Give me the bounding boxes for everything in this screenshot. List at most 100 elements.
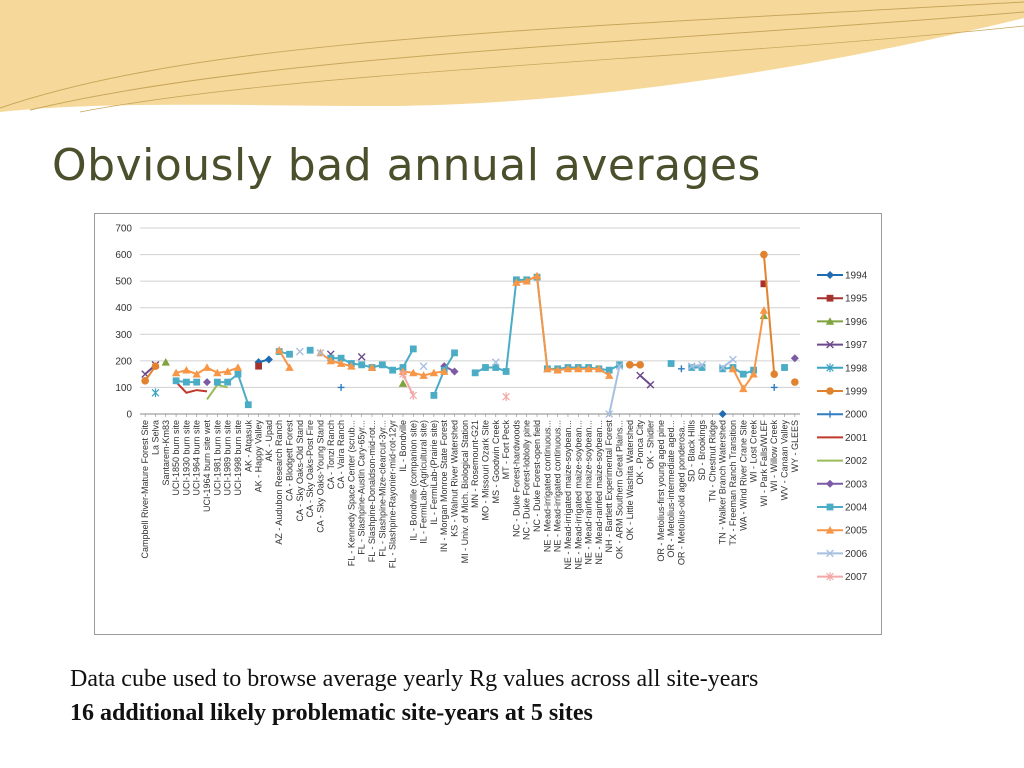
data-point bbox=[719, 365, 727, 373]
legend-item-1999: 1999 bbox=[817, 387, 868, 398]
data-point bbox=[687, 362, 696, 371]
y-tick-label: 100 bbox=[115, 383, 132, 394]
data-point bbox=[749, 369, 758, 378]
x-tick-label: NE - Mead-irrigated maize-soybean... bbox=[563, 420, 573, 570]
data-point bbox=[192, 369, 201, 378]
data-point bbox=[688, 364, 696, 371]
data-point bbox=[151, 362, 160, 370]
legend-item-2007: 2007 bbox=[817, 572, 868, 583]
caption-line-2: 16 additional likely problematic site-ye… bbox=[70, 700, 593, 726]
data-point bbox=[367, 363, 377, 371]
slide-title: Obviously bad annual averages bbox=[52, 140, 761, 191]
legend-label: 1998 bbox=[845, 363, 868, 374]
data-point bbox=[213, 368, 222, 377]
x-tick-label: FL - Slashpine-Rayonier-mid-rot-12yr bbox=[388, 420, 398, 568]
data-point bbox=[409, 368, 418, 377]
data-point bbox=[760, 280, 768, 288]
data-point bbox=[306, 346, 314, 354]
data-point bbox=[667, 360, 675, 367]
data-point bbox=[791, 378, 799, 386]
x-tick-label: IL - FermiLab-(Agricultural site) bbox=[419, 420, 429, 544]
x-tick-label: TN - Walker Branch Watershed bbox=[718, 420, 728, 544]
data-point bbox=[594, 364, 604, 373]
data-point bbox=[728, 364, 738, 373]
data-point bbox=[419, 362, 428, 371]
data-point bbox=[151, 388, 160, 398]
y-tick-label: 500 bbox=[115, 277, 132, 288]
x-tick-label: NE - Mead-rainfed maize-soybean... bbox=[584, 420, 594, 565]
x-tick-label: OR - Metolius-old aged ponderosa... bbox=[676, 420, 686, 565]
x-tick-label: UCI-1964 burn site wet bbox=[202, 420, 212, 513]
y-tick-label: 300 bbox=[115, 330, 132, 341]
caption-line-1: Data cube used to browse average yearly … bbox=[70, 666, 759, 692]
series-line bbox=[732, 310, 765, 391]
data-point bbox=[636, 361, 644, 369]
data-point bbox=[482, 364, 489, 371]
x-tick-label: WV - Canaan Valley bbox=[780, 420, 790, 501]
legend-label: 1999 bbox=[845, 387, 868, 398]
x-tick-label: OK - Ponca City bbox=[635, 420, 645, 485]
legend-label: 1997 bbox=[845, 340, 868, 351]
x-tick-label: FL - Slashpine-Donaldson-mid-rot... bbox=[367, 420, 377, 562]
data-point bbox=[286, 350, 293, 358]
legend-marker bbox=[826, 549, 834, 558]
legend-item-2004: 2004 bbox=[817, 503, 868, 514]
header-wave-decoration bbox=[0, 0, 1024, 113]
series-line bbox=[217, 372, 250, 406]
legend-marker bbox=[826, 271, 834, 279]
data-point bbox=[275, 346, 284, 354]
x-tick-label: CA - Tonzi Ranch bbox=[326, 420, 336, 489]
series-line bbox=[691, 363, 703, 368]
legend-label: 2004 bbox=[845, 503, 868, 514]
data-point bbox=[739, 384, 748, 393]
x-tick-label: OR - Metolius-first young aged pine bbox=[656, 420, 666, 562]
series-line bbox=[319, 352, 352, 368]
data-point bbox=[605, 371, 614, 379]
data-point bbox=[264, 355, 273, 364]
legend-label: 2002 bbox=[845, 456, 868, 467]
data-point bbox=[357, 352, 366, 361]
data-point bbox=[326, 356, 335, 365]
series-line bbox=[722, 366, 754, 376]
data-point bbox=[254, 358, 263, 367]
x-tick-label: NE - Mead-irrigated continuous... bbox=[542, 420, 552, 552]
data-point bbox=[615, 362, 624, 371]
x-tick-label: NC - Duke Forest-open field bbox=[532, 420, 542, 532]
data-point bbox=[522, 276, 531, 285]
x-tick-label: FL - Kennedy Space Center (scrub... bbox=[346, 420, 356, 566]
legend-item-2000: 2000 bbox=[817, 410, 868, 421]
data-point bbox=[739, 370, 747, 378]
data-point bbox=[491, 358, 500, 367]
legend-marker bbox=[825, 526, 835, 534]
data-point bbox=[678, 365, 685, 373]
legend-label: 2006 bbox=[845, 549, 868, 560]
data-point bbox=[337, 354, 345, 362]
line-chart: 0 100 200 300 400 500 600 700 Campbell River-Mat… bbox=[115, 224, 868, 584]
data-point bbox=[171, 368, 181, 377]
legend-item-1995: 1995 bbox=[817, 294, 868, 305]
series-line bbox=[175, 381, 208, 394]
legend-label: 2003 bbox=[845, 479, 868, 490]
data-point bbox=[790, 354, 799, 363]
x-tick-label: SD - Black Hills bbox=[687, 420, 697, 483]
y-tick-label: 0 bbox=[126, 410, 132, 421]
x-tick-label: IL - FermiLab-(Prairie site) bbox=[429, 420, 439, 525]
series-2000 bbox=[337, 365, 778, 391]
data-point bbox=[337, 384, 345, 391]
x-tick-label: TX - Freeman Ranch Transition bbox=[728, 420, 738, 546]
x-tick-label: OK - Shidler bbox=[645, 420, 655, 469]
data-point bbox=[502, 368, 510, 375]
data-point bbox=[193, 378, 201, 386]
series-line bbox=[608, 365, 621, 415]
data-point bbox=[512, 278, 521, 286]
x-tick-label: WI - Willow Creek bbox=[769, 420, 779, 492]
x-tick-label: IL - Bondville (companion site) bbox=[408, 420, 418, 541]
series-line bbox=[762, 254, 776, 375]
x-tick-label: AK - Happy Valley bbox=[254, 420, 264, 493]
legend-marker bbox=[826, 363, 834, 373]
x-tick-label: NC - Duke Forest-loblolly pine bbox=[522, 420, 532, 540]
legend-item-2005: 2005 bbox=[817, 526, 868, 537]
data-point bbox=[718, 410, 727, 418]
x-tick-label: MN - Rosemount-G21 bbox=[470, 420, 480, 508]
data-point bbox=[213, 378, 221, 386]
